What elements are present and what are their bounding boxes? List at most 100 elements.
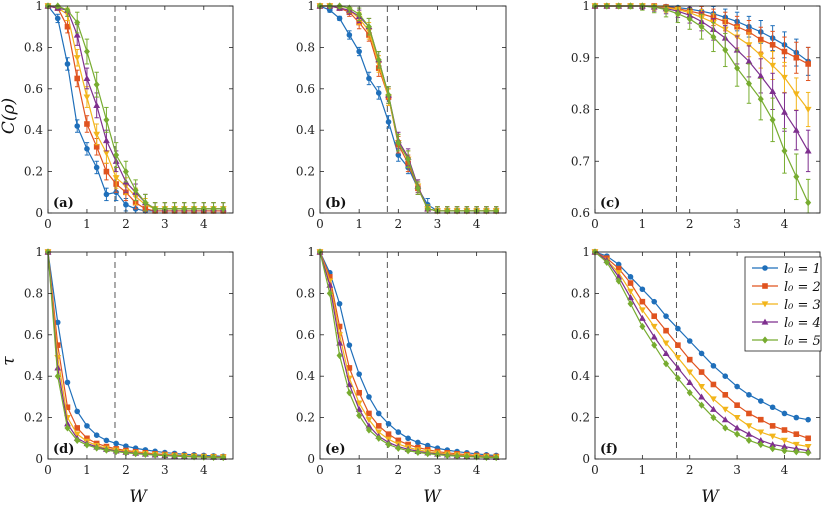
panel-d-point [103,437,110,444]
panel-e-point [375,429,383,436]
panel-c-point [686,15,693,23]
panel-b-point [414,184,421,192]
panel-e-xtick-label: 1 [355,463,363,477]
panel-f-point [745,430,753,437]
panel-f-xtick-label: 1 [639,463,647,477]
panel-b-point [395,152,402,158]
panel-e-point [405,441,411,448]
panel-f-point [627,288,634,295]
panel-c-point [781,74,788,81]
panel-f-point [793,431,800,437]
axes-layer: 0 1 2 3 400.20.40.60.81(a)0 1 2 3 400.20.40.60.8… [24,0,821,477]
panel-e-point [493,453,500,462]
panel-a-ytick-label: 0.4 [24,123,43,137]
panel-f-point [698,350,705,357]
panel-f-ytick-label: 0 [582,452,590,466]
panel-f-point [745,423,753,430]
panel-c-point [805,61,811,67]
panel-f-point [805,435,811,442]
panel-f-label: (f) [600,442,618,457]
panel-e-point [336,300,343,307]
panel-b-label: (b) [325,196,346,211]
panel-f-point [721,406,729,413]
panel-d-point [64,420,71,427]
panel-d-point [74,436,81,444]
panel-a-point [112,175,120,182]
panel-c-label: (c) [600,196,620,211]
panel-d-point [74,408,81,415]
panel-d-series-2 [45,249,227,460]
panel-b-line-5 [320,5,497,212]
panel-c-series-5 [592,2,812,214]
panel-f-point [638,307,646,314]
panel-d-point [113,440,119,447]
panel-f-xtick-label: 2 [686,463,694,477]
panel-f-point [650,323,658,330]
panel-f-point [769,404,776,411]
legend-label-4: l₀ = 4 [784,316,821,331]
panel-f-point [793,414,800,421]
panel-c-point [745,57,753,64]
panel-a-point [200,205,207,213]
panel-f-point [663,360,670,368]
panel-e-point [395,429,402,435]
panel-f-frame [594,251,821,460]
panel-f-ytick-label: 0.4 [571,369,590,383]
panel-d-series-3 [44,249,227,461]
panel-d-point [64,379,71,386]
panel-f-point [721,416,729,423]
panel-c-xtick-label: 3 [733,217,741,231]
panel-f-point [722,392,729,398]
panel-e-point [366,410,372,417]
panel-a-point [74,18,81,27]
panel-a-frame [47,5,234,214]
panel-f-point [686,356,693,363]
panel-d-xtick-label: 0 [44,463,52,477]
panel-d-ytick-label: 1 [35,245,43,259]
panel-a-point [103,116,110,124]
panel-f-point [662,340,670,347]
panel-f-point [603,258,610,266]
panel-c-point [781,48,788,55]
panel-c-point [781,147,788,155]
panel-d-point [113,447,120,456]
panel-f-point [639,322,646,331]
panel-c-point [757,36,764,43]
panel-f-point [663,327,669,334]
x-axis-label-e: W [423,487,442,507]
panel-f-point [733,415,741,421]
panel-e-xtick-label: 2 [394,463,402,477]
y-axis-label-concurrence: C(ρ) [0,98,19,134]
panel-c-xtick-label: 0 [591,217,599,231]
panel-c-point [805,199,812,207]
panel-e-point [365,426,372,434]
panel-b-point [385,91,392,99]
panel-a-point [93,143,100,150]
panel-c-point [792,126,800,133]
panel-e-point [365,417,373,424]
panel-c-ytick-label: 0.8 [571,103,590,117]
panel-e-point [346,342,353,348]
panel-f-xtick-label: 4 [781,463,789,477]
panel-d-point [122,449,129,457]
panel-c-point [651,3,658,11]
panel-e-point [454,452,461,460]
panel-d-point [171,452,178,460]
panel-d-ytick-label: 0.6 [24,328,43,342]
panel-d-series-5 [45,248,227,462]
panel-f-point [674,374,681,382]
series-layer [44,2,812,462]
panel-b-xtick-label: 4 [473,217,481,231]
legend: l₀ = 1 l₀ = 2 l₀ = 3 l₀ = 4 l₀ = 5 [744,256,822,352]
panel-d-xtick-label: 3 [161,463,169,477]
legend-label-3: l₀ = 3 [784,298,821,313]
panel-f-point [627,274,634,280]
panel-b-point [375,90,382,96]
panel-e-point [366,394,372,400]
panel-f-point [651,298,658,305]
panel-d-series-4 [44,248,227,460]
panel-c-ytick-label: 0.6 [571,206,590,220]
panel-b-line-1 [319,5,497,212]
panel-b-series-2 [317,3,500,214]
panel-f-point [662,350,670,357]
